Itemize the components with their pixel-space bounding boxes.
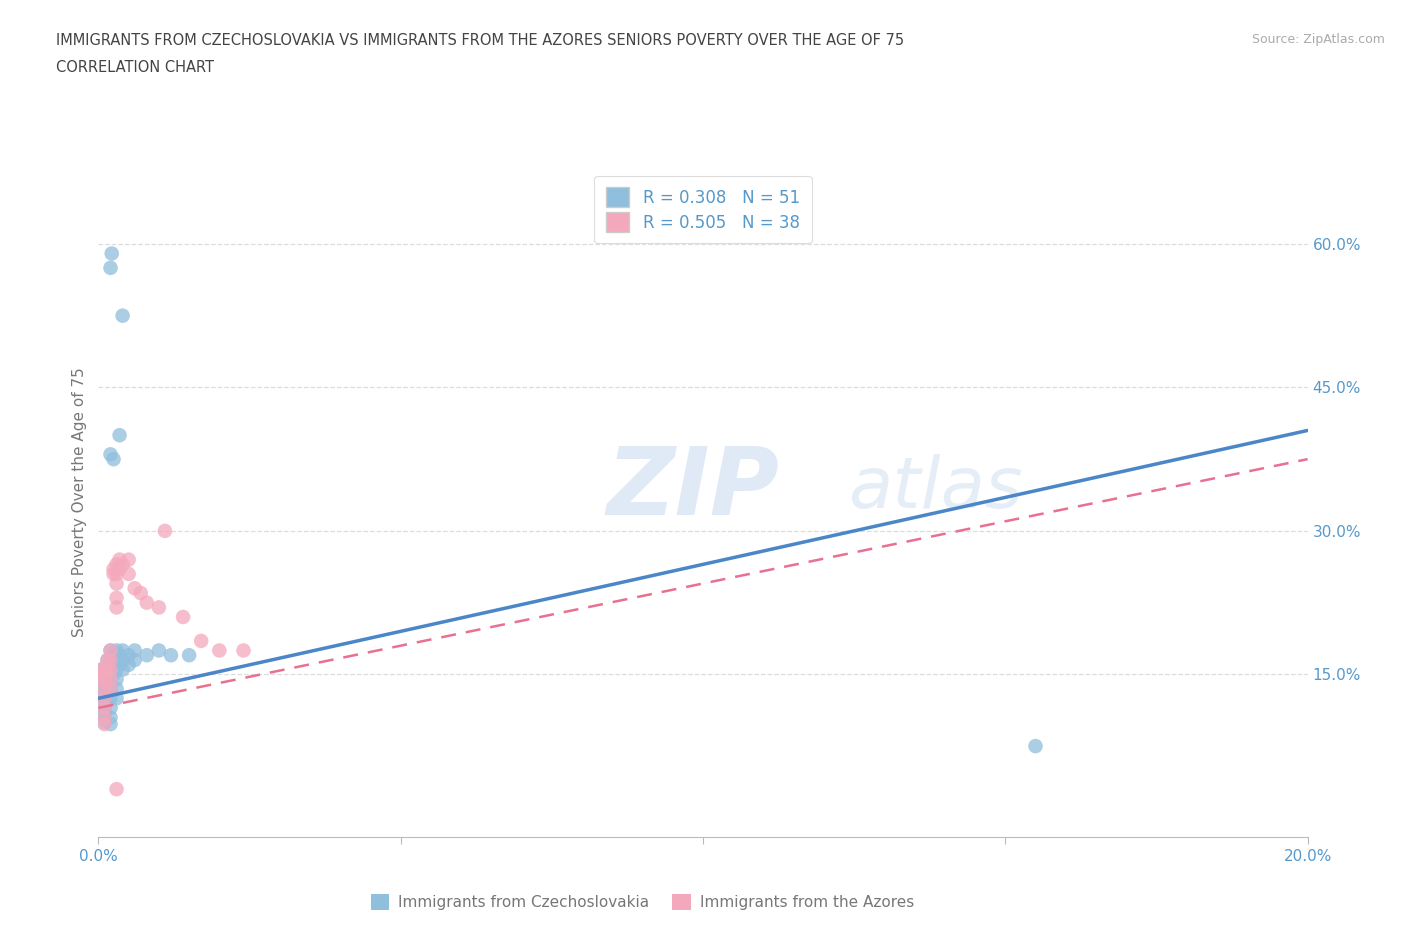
Point xyxy=(93,696,115,711)
Point xyxy=(1024,738,1046,753)
Point xyxy=(118,566,141,581)
Point xyxy=(100,691,122,706)
Point xyxy=(100,653,122,668)
Point xyxy=(108,428,131,443)
Point xyxy=(190,633,212,648)
Point xyxy=(105,566,128,581)
Point xyxy=(93,710,115,724)
Text: CORRELATION CHART: CORRELATION CHART xyxy=(56,60,214,75)
Point xyxy=(124,643,146,658)
Point xyxy=(208,643,231,658)
Point xyxy=(105,600,128,615)
Point xyxy=(103,648,125,663)
Point xyxy=(93,676,115,691)
Point xyxy=(100,710,122,724)
Point xyxy=(93,691,115,706)
Point xyxy=(105,662,128,677)
Text: Source: ZipAtlas.com: Source: ZipAtlas.com xyxy=(1251,33,1385,46)
Y-axis label: Seniors Poverty Over the Age of 75: Seniors Poverty Over the Age of 75 xyxy=(72,367,87,637)
Point xyxy=(111,643,134,658)
Point xyxy=(100,671,122,686)
Point xyxy=(103,658,125,672)
Text: IMMIGRANTS FROM CZECHOSLOVAKIA VS IMMIGRANTS FROM THE AZORES SENIORS POVERTY OVE: IMMIGRANTS FROM CZECHOSLOVAKIA VS IMMIGR… xyxy=(56,33,904,47)
Point xyxy=(93,700,115,715)
Point xyxy=(129,586,152,601)
Point xyxy=(153,524,176,538)
Point xyxy=(111,557,134,572)
Point xyxy=(93,717,115,732)
Point xyxy=(100,700,122,715)
Point xyxy=(105,557,128,572)
Point xyxy=(100,662,122,677)
Point xyxy=(100,447,122,462)
Point xyxy=(103,452,125,467)
Point xyxy=(160,648,183,663)
Point xyxy=(96,653,118,668)
Point xyxy=(108,552,131,567)
Point xyxy=(96,671,118,686)
Point xyxy=(148,643,170,658)
Point xyxy=(93,671,115,686)
Point xyxy=(105,643,128,658)
Point xyxy=(100,653,122,668)
Point xyxy=(90,662,112,677)
Point xyxy=(148,600,170,615)
Point xyxy=(111,662,134,677)
Point xyxy=(100,682,122,697)
Point xyxy=(100,643,122,658)
Point xyxy=(100,260,122,275)
Point xyxy=(103,667,125,682)
Point xyxy=(93,705,115,720)
Point xyxy=(135,648,157,663)
Point xyxy=(172,609,194,624)
Point xyxy=(103,562,125,577)
Point xyxy=(93,700,115,715)
Legend: Immigrants from Czechoslovakia, Immigrants from the Azores: Immigrants from Czechoslovakia, Immigran… xyxy=(364,888,921,916)
Point xyxy=(93,710,115,724)
Point xyxy=(100,671,122,686)
Point xyxy=(108,648,131,663)
Point xyxy=(91,671,114,686)
Point xyxy=(105,671,128,686)
Point xyxy=(93,682,115,697)
Point xyxy=(93,715,115,730)
Text: atlas: atlas xyxy=(848,455,1022,524)
Point xyxy=(105,591,128,605)
Point xyxy=(111,308,134,323)
Point xyxy=(135,595,157,610)
Point xyxy=(105,576,128,591)
Point xyxy=(100,643,122,658)
Point xyxy=(124,653,146,668)
Point xyxy=(124,581,146,596)
Point xyxy=(100,662,122,677)
Point xyxy=(105,691,128,706)
Point xyxy=(96,662,118,677)
Point xyxy=(100,717,122,732)
Point xyxy=(90,662,112,677)
Point xyxy=(100,682,122,697)
Point xyxy=(118,658,141,672)
Point xyxy=(100,246,122,261)
Point xyxy=(105,653,128,668)
Point xyxy=(93,691,115,706)
Point xyxy=(111,653,134,668)
Point xyxy=(93,682,115,697)
Text: ZIP: ZIP xyxy=(606,443,779,535)
Point xyxy=(179,648,201,663)
Point xyxy=(96,662,118,677)
Point xyxy=(108,562,131,577)
Point xyxy=(105,682,128,697)
Point xyxy=(105,782,128,797)
Point xyxy=(118,552,141,567)
Point xyxy=(108,658,131,672)
Point xyxy=(232,643,254,658)
Point xyxy=(103,566,125,581)
Point xyxy=(93,686,115,701)
Point xyxy=(96,653,118,668)
Point xyxy=(93,662,115,677)
Point xyxy=(91,671,114,686)
Point xyxy=(118,648,141,663)
